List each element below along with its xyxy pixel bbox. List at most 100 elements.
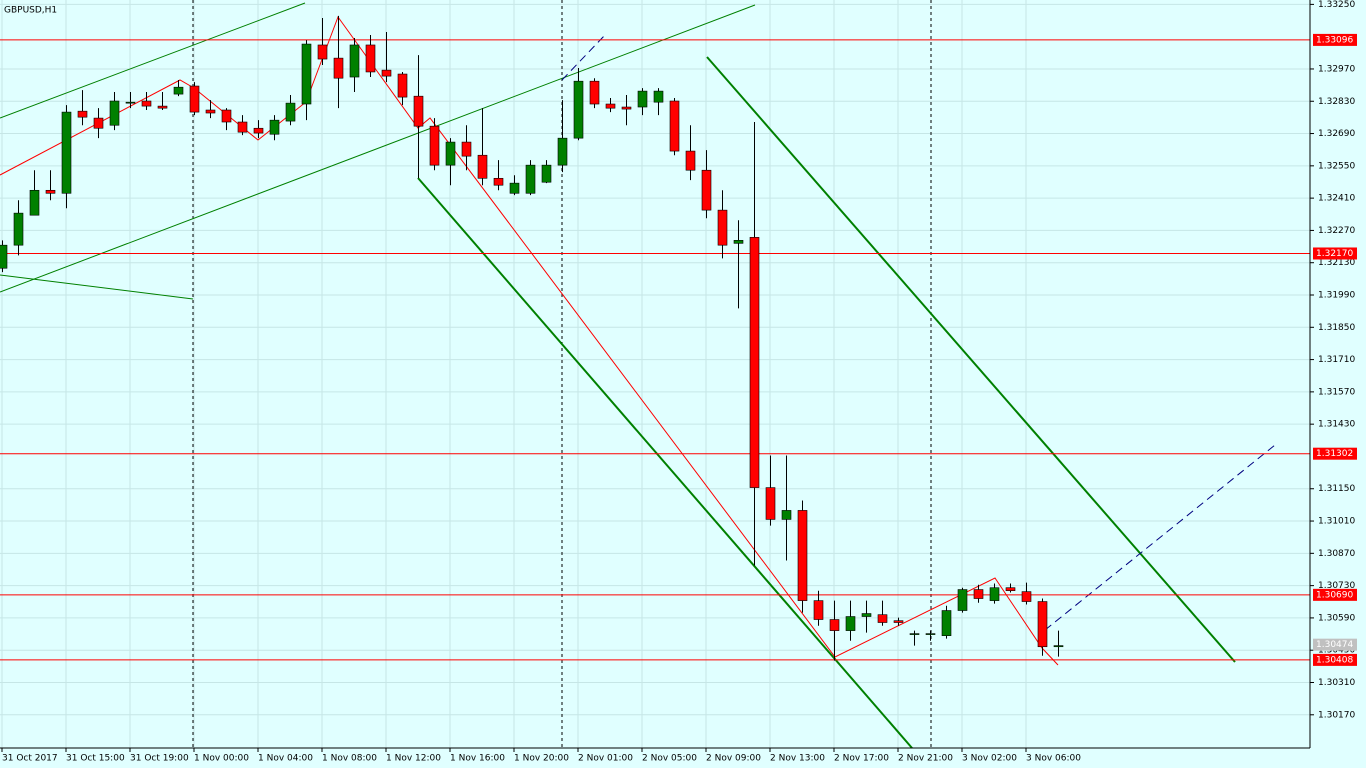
x-tick-label: 1 Nov 16:00 bbox=[450, 754, 505, 764]
candle-body bbox=[221, 109, 232, 123]
candle-body bbox=[1037, 601, 1048, 648]
x-tick-label: 31 Oct 19:00 bbox=[130, 754, 189, 764]
x-tick-label: 2 Nov 21:00 bbox=[898, 754, 953, 764]
candle-body bbox=[653, 90, 664, 103]
candle-body bbox=[829, 619, 840, 631]
candle-body bbox=[813, 600, 824, 620]
candle-body bbox=[765, 487, 776, 520]
candle-body bbox=[461, 141, 472, 157]
price-line-label: 1.33096 bbox=[1316, 35, 1353, 45]
trend-line bbox=[0, 274, 194, 300]
candle-body bbox=[845, 616, 856, 631]
candle-body bbox=[509, 182, 520, 194]
candle-body bbox=[173, 86, 184, 95]
y-tick-label: 1.30870 bbox=[1318, 549, 1355, 559]
x-tick-label: 1 Nov 00:00 bbox=[194, 754, 249, 764]
chart-title: GBPUSD,H1 bbox=[4, 6, 57, 16]
candle-body bbox=[429, 125, 440, 166]
y-tick-label: 1.32690 bbox=[1318, 129, 1355, 139]
candle-body bbox=[0, 244, 8, 269]
candles bbox=[0, 15, 1064, 661]
candle-body bbox=[413, 95, 424, 127]
candle-body bbox=[637, 90, 648, 108]
projection-line bbox=[561, 34, 606, 81]
candle-body bbox=[973, 589, 984, 599]
x-tick-label: 3 Nov 02:00 bbox=[962, 754, 1017, 764]
x-tick-label: 1 Nov 04:00 bbox=[258, 754, 313, 764]
candle-body bbox=[93, 117, 104, 129]
candle-body bbox=[237, 121, 248, 133]
bid-box bbox=[1313, 638, 1357, 651]
candle-body bbox=[749, 237, 760, 488]
x-tick-label: 31 Oct 15:00 bbox=[66, 754, 125, 764]
candle-body bbox=[109, 100, 120, 126]
x-tick-label: 2 Nov 13:00 bbox=[770, 754, 825, 764]
candle-body bbox=[381, 69, 392, 77]
candle-body bbox=[557, 137, 568, 166]
y-tick-label: 1.30450 bbox=[1318, 646, 1355, 656]
candle-body bbox=[477, 154, 488, 179]
x-tick-label: 2 Nov 01:00 bbox=[578, 754, 633, 764]
candle-body bbox=[957, 589, 968, 611]
trend-line bbox=[0, 2, 306, 119]
x-tick-label: 2 Nov 09:00 bbox=[706, 754, 761, 764]
candle-body bbox=[541, 164, 552, 183]
y-tick-label: 1.32410 bbox=[1318, 194, 1355, 204]
candle-body bbox=[605, 103, 616, 109]
candle-body bbox=[445, 141, 456, 166]
candle-body bbox=[893, 620, 904, 623]
candle-body bbox=[285, 102, 296, 122]
candle-body bbox=[205, 109, 216, 114]
candle-body bbox=[365, 44, 376, 73]
candle-body bbox=[189, 85, 200, 113]
candle-body bbox=[717, 209, 728, 246]
price-lines bbox=[0, 39, 1310, 661]
y-tick-label: 1.30310 bbox=[1318, 678, 1355, 688]
candle-body bbox=[877, 614, 888, 623]
y-tick-label: 1.31570 bbox=[1318, 387, 1355, 397]
price-line-label: 1.32170 bbox=[1316, 249, 1353, 259]
candle-body bbox=[573, 80, 584, 139]
price-line-label: 1.31302 bbox=[1316, 449, 1353, 459]
candle-body bbox=[589, 80, 600, 105]
x-tick-label: 1 Nov 12:00 bbox=[386, 754, 441, 764]
channel-line bbox=[706, 56, 1236, 663]
y-tick-label: 1.32550 bbox=[1318, 161, 1355, 171]
price-line-box bbox=[1313, 653, 1357, 666]
candle-body bbox=[157, 105, 168, 109]
bid-label: 1.30474 bbox=[1316, 640, 1353, 650]
candle-body bbox=[941, 610, 952, 636]
y-tick-label: 1.31010 bbox=[1318, 517, 1355, 527]
drawings bbox=[0, 0, 1276, 749]
candle-body bbox=[989, 587, 1000, 601]
price-line-box bbox=[1313, 588, 1357, 601]
candle-body bbox=[1005, 587, 1016, 591]
y-tick-label: 1.31150 bbox=[1318, 484, 1355, 494]
price-line-box bbox=[1313, 33, 1357, 46]
x-tick-label: 3 Nov 06:00 bbox=[1026, 754, 1081, 764]
candle-body bbox=[333, 57, 344, 79]
candle-body bbox=[861, 613, 872, 617]
candle-body bbox=[701, 169, 712, 211]
candle-body bbox=[621, 106, 632, 110]
candle-body bbox=[1021, 591, 1032, 602]
candle-body bbox=[61, 111, 72, 194]
candle-body bbox=[349, 44, 360, 78]
price-line-label: 1.30690 bbox=[1316, 590, 1353, 600]
price-line-label: 1.30408 bbox=[1316, 655, 1353, 665]
candle-body bbox=[269, 119, 280, 135]
candle-body bbox=[317, 44, 328, 60]
candle-body bbox=[493, 177, 504, 186]
candle-body bbox=[525, 164, 536, 194]
candle-body bbox=[77, 110, 88, 118]
candle-body bbox=[909, 633, 920, 635]
y-tick-label: 1.30590 bbox=[1318, 613, 1355, 623]
x-tick-label: 1 Nov 08:00 bbox=[322, 754, 377, 764]
y-tick-label: 1.30730 bbox=[1318, 581, 1355, 591]
candle-body bbox=[669, 100, 680, 152]
x-tick-label: 2 Nov 17:00 bbox=[834, 754, 889, 764]
trend-line bbox=[0, 4, 756, 293]
projection-line bbox=[1044, 444, 1276, 631]
